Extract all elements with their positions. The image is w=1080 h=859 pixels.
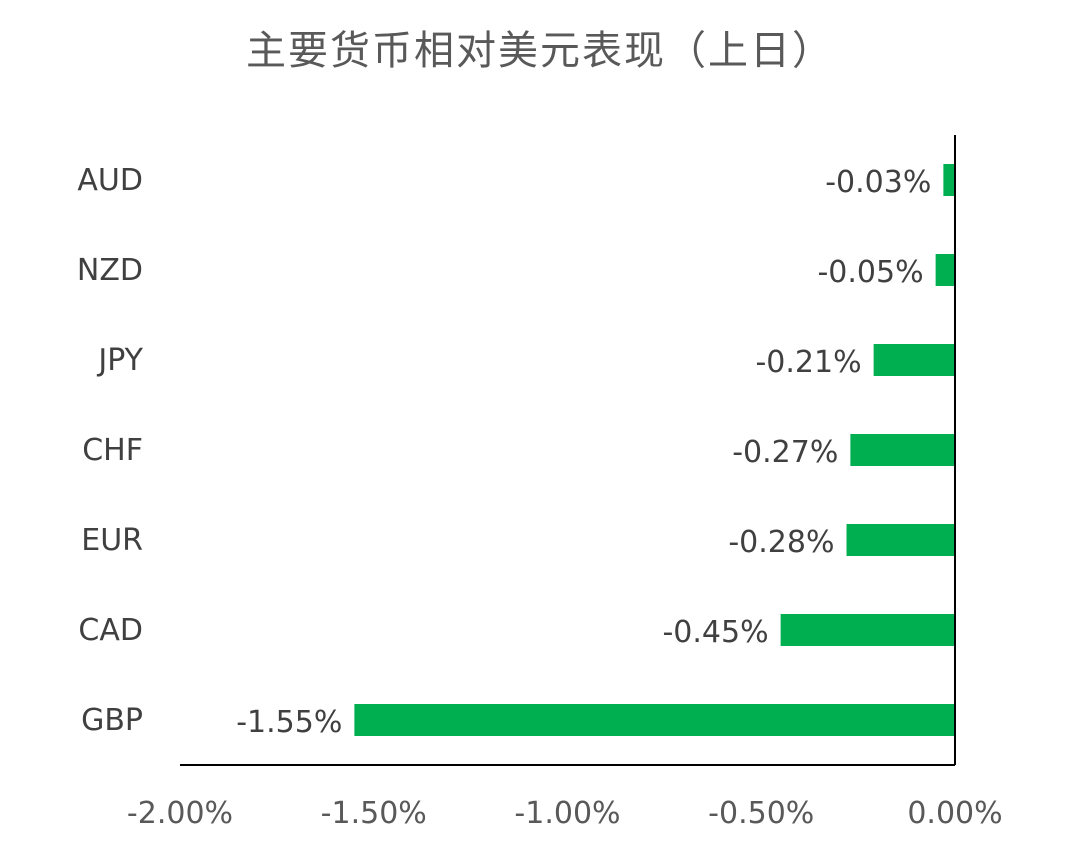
bar-aud xyxy=(943,164,955,196)
category-label-jpy: JPY xyxy=(96,343,143,378)
category-label-aud: AUD xyxy=(77,163,143,198)
value-label-gbp: -1.55% xyxy=(236,705,342,740)
bar-cad xyxy=(780,614,955,646)
value-label-jpy: -0.21% xyxy=(755,345,861,380)
category-label-chf: CHF xyxy=(82,433,143,468)
value-label-eur: -0.28% xyxy=(728,525,834,560)
x-tick-label: -2.00% xyxy=(127,796,233,831)
bar-chf xyxy=(850,434,955,466)
value-label-chf: -0.27% xyxy=(732,435,838,470)
value-label-nzd: -0.05% xyxy=(817,255,923,290)
x-tick-label: 0.00% xyxy=(907,796,1002,831)
category-label-nzd: NZD xyxy=(77,253,143,288)
x-tick-label: -1.50% xyxy=(321,796,427,831)
chart-title: 主要货币相对美元表现（上日） xyxy=(246,28,834,74)
bar-eur xyxy=(846,524,955,556)
x-tick-label: -0.50% xyxy=(708,796,814,831)
value-label-aud: -0.03% xyxy=(825,165,931,200)
bar-jpy xyxy=(873,344,955,376)
value-label-cad: -0.45% xyxy=(662,615,768,650)
bar-gbp xyxy=(354,704,955,736)
category-label-cad: CAD xyxy=(78,613,143,648)
category-label-eur: EUR xyxy=(81,523,143,558)
category-label-gbp: GBP xyxy=(81,703,143,738)
x-tick-label: -1.00% xyxy=(514,796,620,831)
bar-nzd xyxy=(935,254,955,286)
